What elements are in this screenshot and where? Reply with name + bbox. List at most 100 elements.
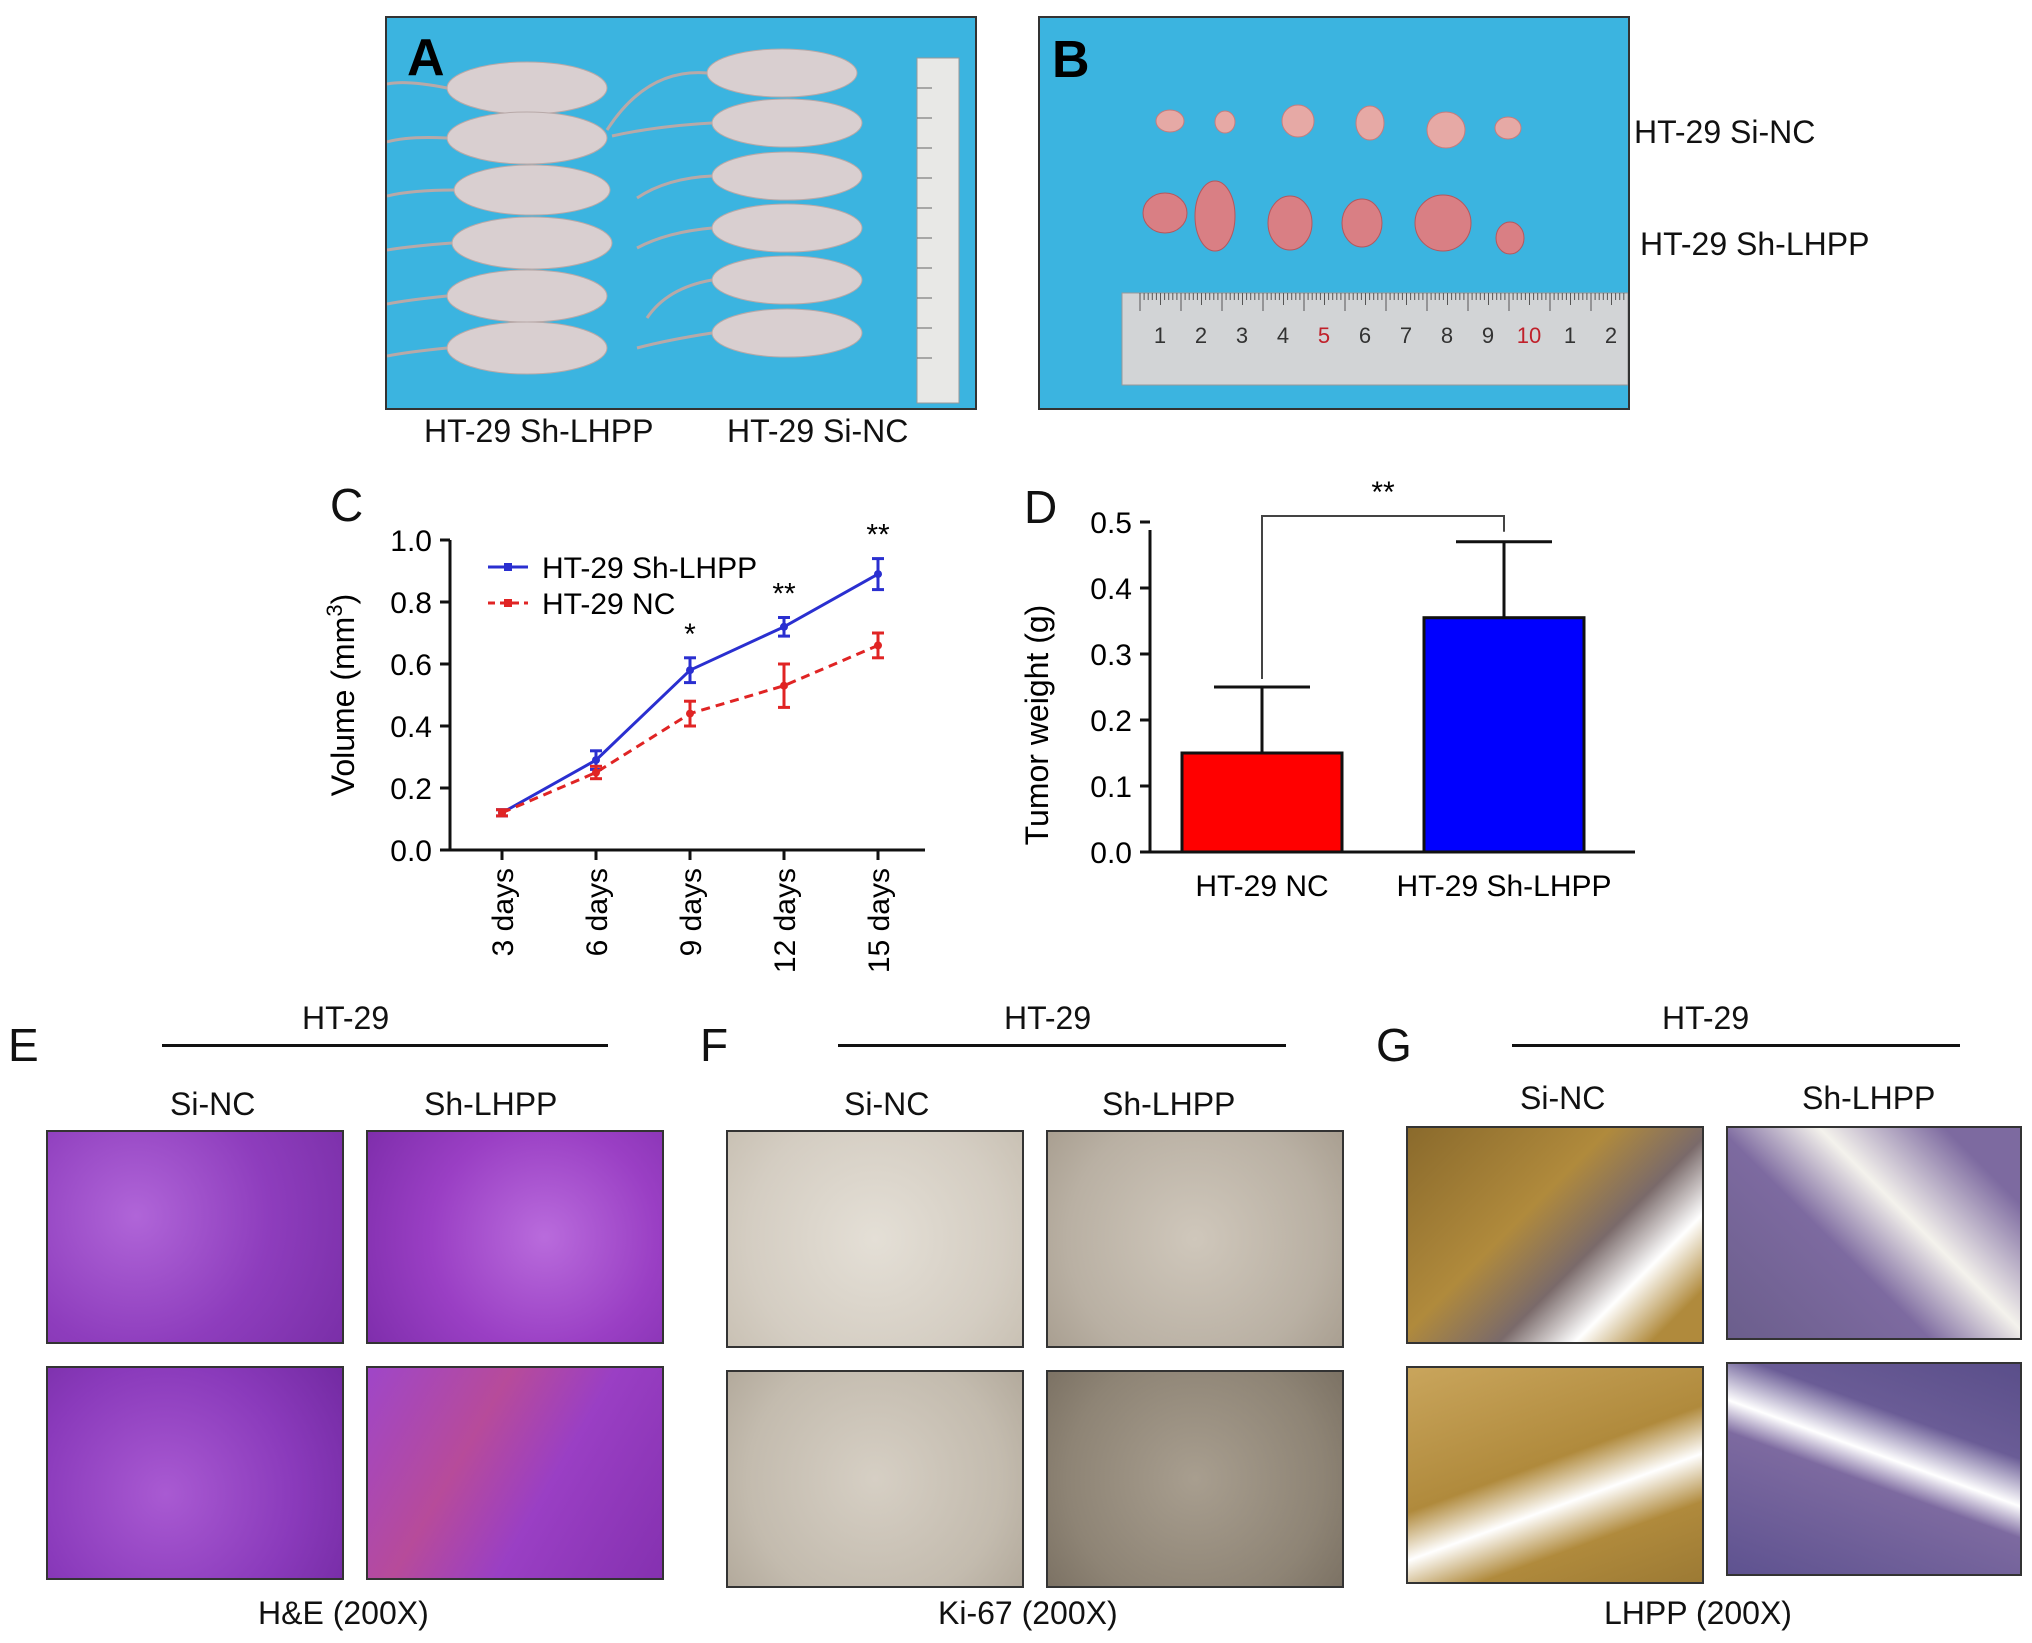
panel-e-group: HT-29 — [302, 1000, 390, 1036]
y-axis-label-c-main: Volume (mm — [325, 617, 361, 797]
y-tick-label: 1.0 — [390, 525, 432, 558]
mice-illustration — [387, 48, 960, 404]
significance-mark: ** — [772, 578, 796, 611]
legend-label-sh-lhpp: HT-29 Sh-LHPP — [542, 552, 757, 585]
data-point — [780, 622, 788, 631]
ruler-number: 5 — [1318, 323, 1330, 348]
panel-e-col2: Sh-LHPP — [424, 1086, 558, 1122]
significance-bracket — [1261, 515, 1505, 679]
panel-a-letter: A — [407, 29, 445, 87]
lhpp-shlhpp-top — [1726, 1126, 2022, 1340]
tumors-illustration: 1 2 3 4 5 6 7 8 9 10 1 2 — [1121, 104, 1628, 386]
significance-mark: ** — [866, 519, 890, 552]
legend-marker-sh-lhpp — [504, 563, 512, 571]
panel-b-photo: 1 2 3 4 5 6 7 8 9 10 1 2 B — [1038, 16, 1630, 410]
y-tick-label: 0.3 — [1090, 639, 1132, 672]
significance-mark: * — [684, 618, 696, 651]
panel-a-photo: A — [385, 16, 977, 410]
legend-label-nc: HT-29 NC — [542, 588, 675, 621]
data-point — [686, 666, 694, 675]
y-tick-label: 0.4 — [1090, 573, 1132, 606]
panel-c-letter: C — [330, 479, 364, 531]
y-tick-label: 0.0 — [1090, 837, 1132, 870]
panel-e-letter: E — [8, 1019, 39, 1071]
panel-g-col1: Si-NC — [1520, 1080, 1606, 1116]
y-tick-label: 0.2 — [1090, 705, 1132, 738]
significance-mark: ** — [1371, 476, 1395, 509]
chart-legend: HT-29 Sh-LHPP HT-29 NC — [488, 552, 757, 621]
panel-c-chart: 0.0 0.2 0.4 0.6 0.8 1.0 3 days 6 days 9 days 12 … — [322, 519, 925, 973]
y-axis-label-c-end: ) — [325, 594, 361, 605]
ki67-shlhpp-top — [1046, 1130, 1344, 1348]
panel-f-caption: Ki-67 (200X) — [938, 1595, 1118, 1631]
ruler-number: 6 — [1359, 323, 1371, 348]
he-shlhpp-bottom — [366, 1366, 664, 1580]
he-sinc-top — [46, 1130, 344, 1344]
x-tick-label: 15 days — [863, 868, 896, 973]
x-tick-label: 9 days — [675, 868, 708, 956]
panel-f-col1: Si-NC — [844, 1086, 930, 1122]
y-axis-label-c-sup: 3 — [322, 604, 347, 616]
y-tick-label: 0.1 — [1090, 771, 1132, 804]
lhpp-sinc-top — [1406, 1126, 1704, 1344]
bar-sh-lhpp — [1422, 616, 1586, 854]
y-tick-label: 0.2 — [390, 773, 432, 806]
panel-f-group: HT-29 — [1004, 1000, 1092, 1036]
y-tick-label: 0.8 — [390, 587, 432, 620]
ruler-number: 4 — [1277, 323, 1289, 348]
x-tick-label: 3 days — [487, 868, 520, 956]
data-point — [780, 681, 788, 690]
panel-b-row1-label: HT-29 Si-NC — [1634, 114, 1816, 150]
y-axis-label-c: Volume (mm3) — [322, 594, 361, 797]
panel-g-rule — [1512, 1044, 1960, 1047]
data-point — [498, 808, 506, 817]
he-shlhpp-top — [366, 1130, 664, 1344]
ruler-number: 1 — [1154, 323, 1166, 348]
ruler-number: 2 — [1605, 323, 1617, 348]
panel-b-row2-label: HT-29 Sh-LHPP — [1640, 226, 1870, 262]
ki67-sinc-top — [726, 1130, 1024, 1348]
y-tick-label: 0.5 — [1090, 507, 1132, 540]
data-point — [592, 768, 600, 777]
panel-e-caption: H&E (200X) — [258, 1595, 429, 1631]
bar-nc — [1180, 751, 1344, 854]
x-tick-label: HT-29 Sh-LHPP — [1396, 870, 1611, 903]
panel-a-label-left: HT-29 Sh-LHPP — [424, 413, 654, 449]
x-tick-label: HT-29 NC — [1195, 870, 1328, 903]
data-point — [874, 570, 882, 579]
data-point — [592, 756, 600, 765]
he-sinc-bottom — [46, 1366, 344, 1580]
ruler-number: 9 — [1482, 323, 1494, 348]
panel-g-col2: Sh-LHPP — [1802, 1080, 1936, 1116]
panel-e-col1: Si-NC — [170, 1086, 256, 1122]
panel-f-rule — [838, 1044, 1286, 1047]
legend-marker-nc — [504, 599, 512, 607]
ruler-number: 8 — [1441, 323, 1453, 348]
y-tick-label: 0.0 — [390, 835, 432, 868]
panel-b-letter: B — [1052, 31, 1090, 89]
ruler-number: 10 — [1517, 323, 1541, 348]
ruler-number: 1 — [1564, 323, 1576, 348]
panel-e-rule — [162, 1044, 608, 1047]
panel-f-col2: Sh-LHPP — [1102, 1086, 1236, 1122]
ruler-number: 2 — [1195, 323, 1207, 348]
panel-f-letter: F — [700, 1019, 729, 1071]
panel-g-caption: LHPP (200X) — [1604, 1595, 1792, 1631]
x-tick-label: 12 days — [769, 868, 802, 973]
panel-a-label-right: HT-29 Si-NC — [727, 413, 909, 449]
panel-g-letter: G — [1376, 1019, 1412, 1071]
x-tick-label: 6 days — [581, 868, 614, 956]
lhpp-shlhpp-bottom — [1726, 1362, 2022, 1576]
y-tick-label: 0.4 — [390, 711, 432, 744]
data-point — [686, 709, 694, 718]
panel-d-chart: 0.0 0.1 0.2 0.3 0.4 0.5 HT-29 NC HT-29 Sh-LHPP… — [1019, 476, 1635, 903]
y-axis-label-d: Tumor weight (g) — [1019, 605, 1055, 846]
panel-g-group: HT-29 — [1662, 1000, 1750, 1036]
ki67-sinc-bottom — [726, 1370, 1024, 1588]
y-tick-label: 0.6 — [390, 649, 432, 682]
ruler-number: 3 — [1236, 323, 1248, 348]
ruler-number: 7 — [1400, 323, 1412, 348]
lhpp-sinc-bottom — [1406, 1366, 1704, 1584]
panel-d-letter: D — [1024, 481, 1058, 533]
data-point — [874, 641, 882, 650]
